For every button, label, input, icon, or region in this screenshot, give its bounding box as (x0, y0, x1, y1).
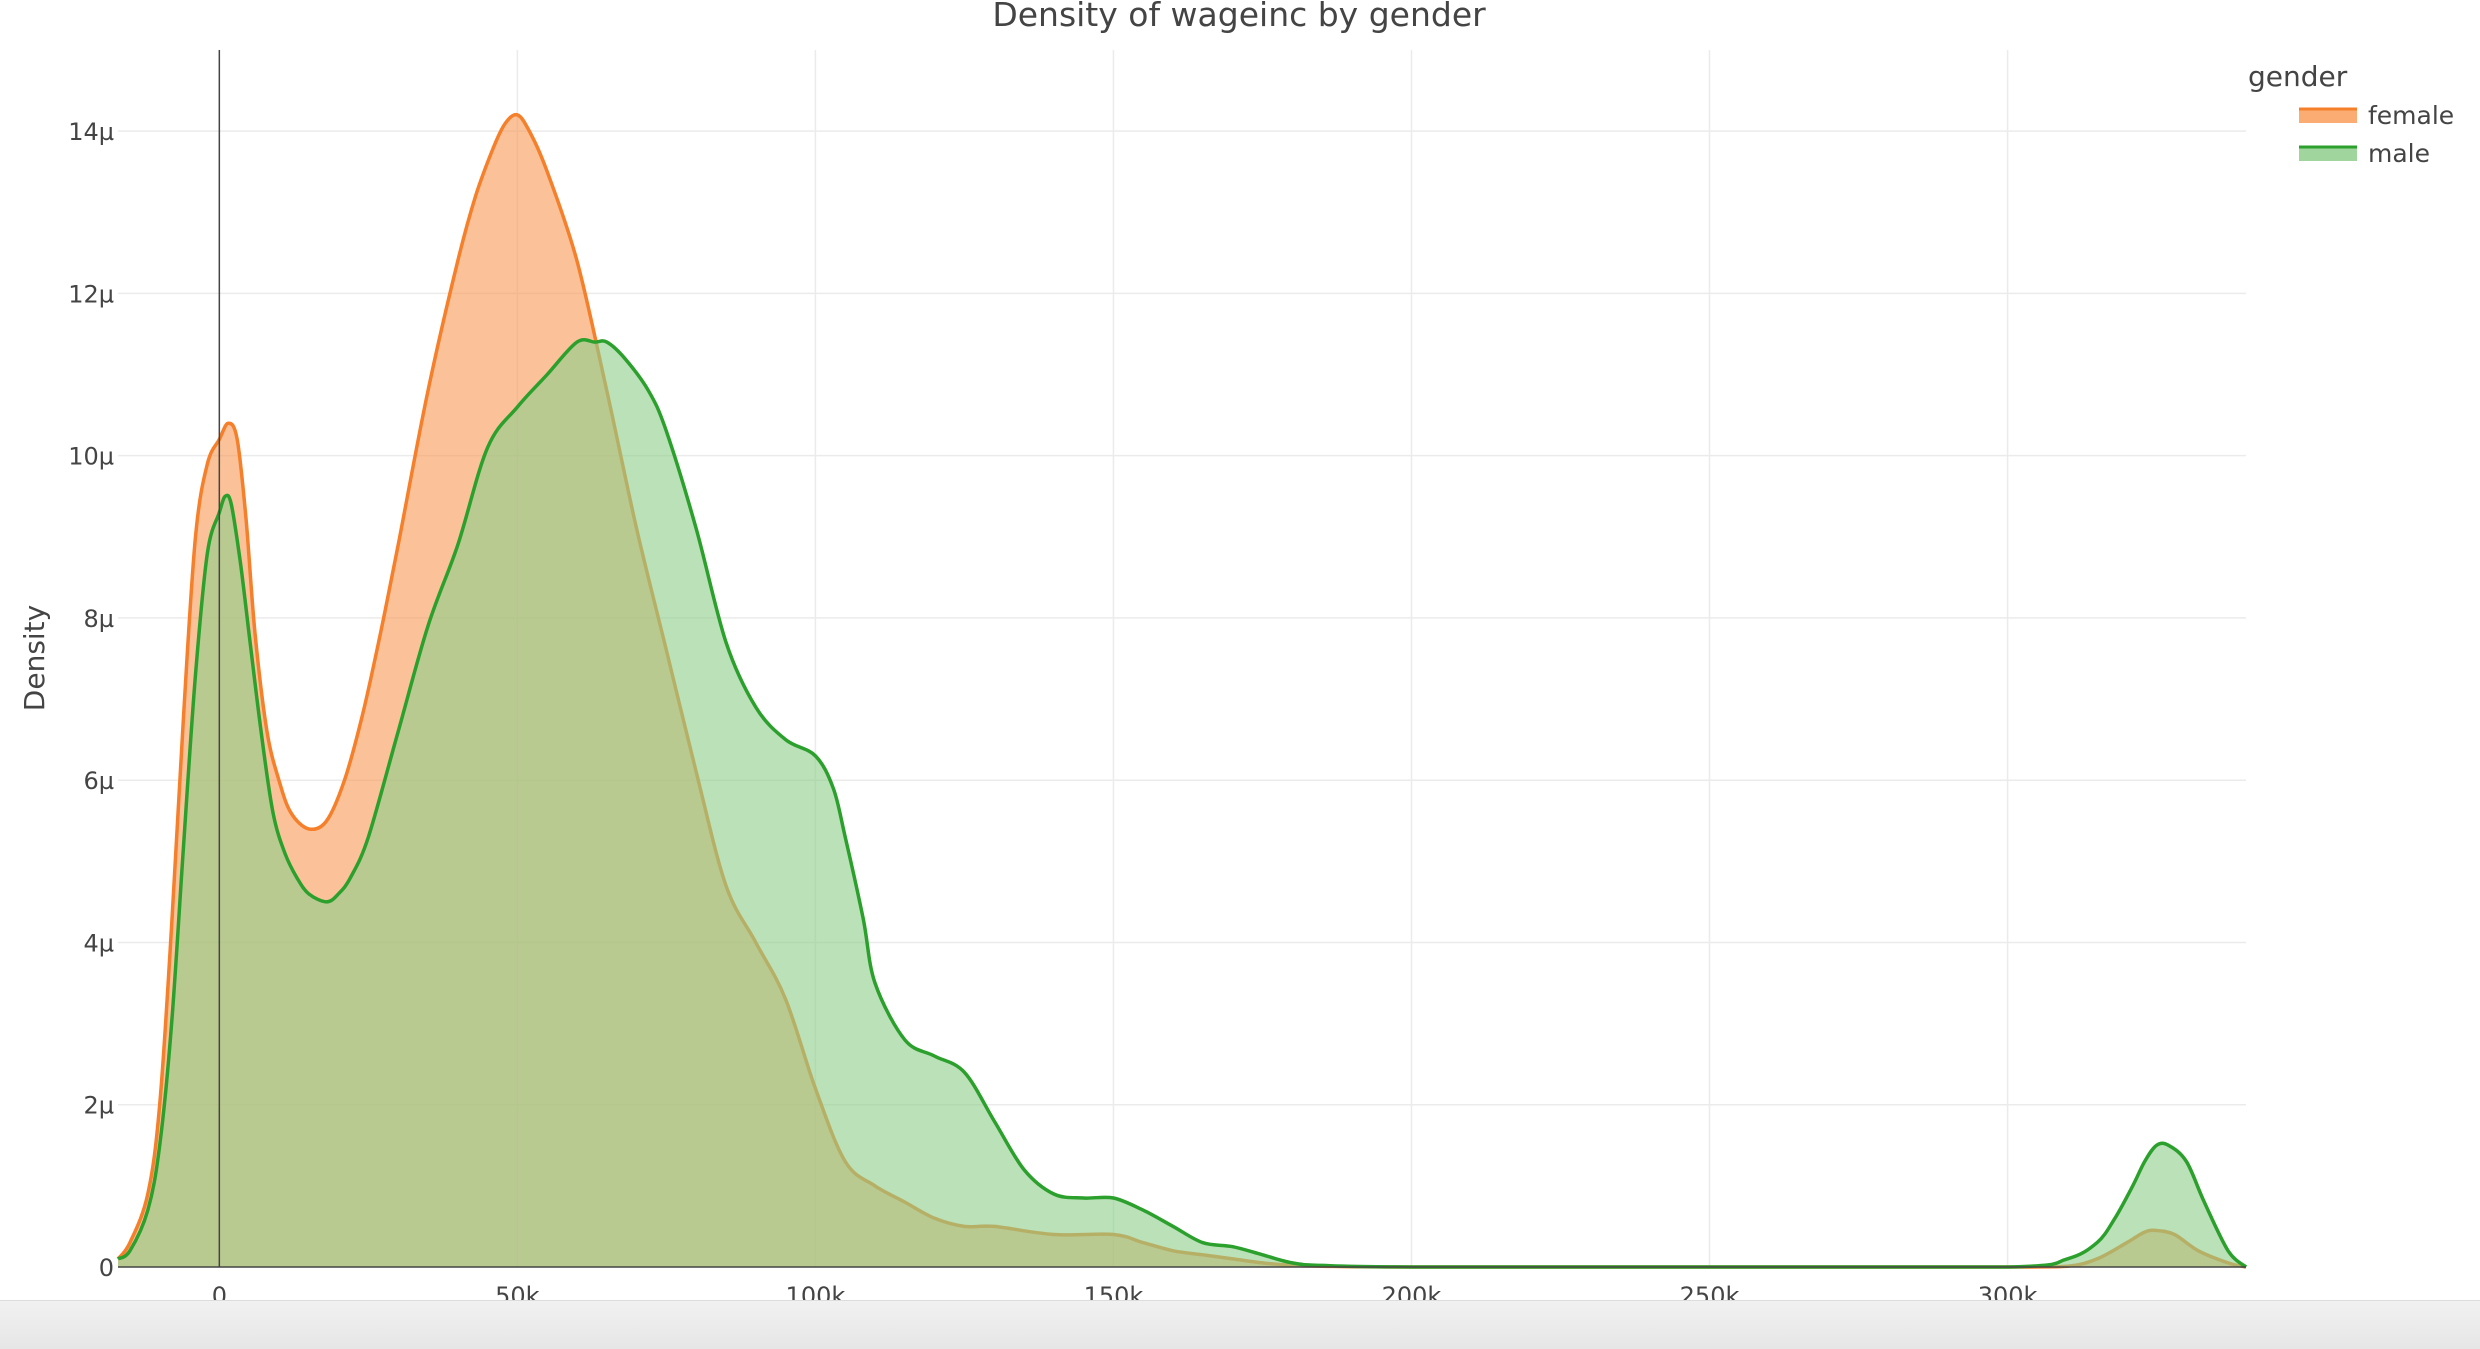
y-tick-label: 0 (99, 1254, 114, 1282)
legend-item-female[interactable]: female (2299, 101, 2454, 130)
y-tick-label: 4µ (83, 929, 114, 957)
y-tick-label: 12µ (68, 280, 114, 308)
y-tick-label: 10µ (68, 443, 114, 471)
legend-swatch (2299, 108, 2357, 123)
density-areas (116, 112, 2248, 1269)
chart-title: Density of wageinc by gender (992, 0, 1486, 34)
y-tick-label: 2µ (83, 1092, 114, 1120)
y-tick-label: 8µ (83, 605, 114, 633)
legend-title: gender (2248, 60, 2348, 93)
legend-item-male[interactable]: male (2299, 139, 2430, 168)
legend-swatch (2299, 146, 2357, 161)
y-tick-label: 6µ (83, 767, 114, 795)
legend-label: male (2368, 139, 2430, 168)
y-tick-label: 14µ (68, 118, 114, 146)
legend: gender female male (2248, 60, 2454, 168)
density-area-male (118, 339, 2246, 1267)
y-axis-title: Density (18, 605, 51, 711)
legend-label: female (2368, 101, 2454, 130)
window-bottom-bar (0, 1300, 2480, 1349)
